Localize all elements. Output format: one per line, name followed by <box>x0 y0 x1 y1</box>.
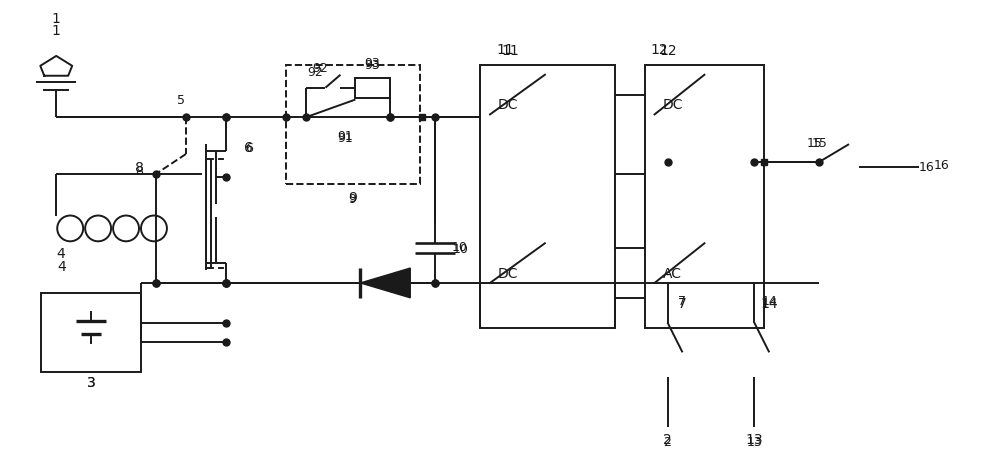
Bar <box>355 78 390 98</box>
Bar <box>286 66 420 184</box>
Text: 15: 15 <box>811 136 827 149</box>
Text: 8: 8 <box>135 161 143 175</box>
Text: 3: 3 <box>87 375 96 389</box>
Text: 14: 14 <box>760 296 778 310</box>
Text: 8: 8 <box>135 165 143 178</box>
Text: 9: 9 <box>348 190 357 204</box>
Bar <box>615 175 645 249</box>
Text: 10: 10 <box>453 242 469 255</box>
Text: 6: 6 <box>245 141 253 154</box>
Text: 16: 16 <box>919 161 935 174</box>
Text: AC: AC <box>663 267 682 281</box>
Bar <box>480 66 615 328</box>
Text: DC: DC <box>663 98 683 112</box>
Text: DC: DC <box>498 267 519 281</box>
Text: 13: 13 <box>745 432 763 446</box>
Text: 93: 93 <box>364 57 380 70</box>
Text: 15: 15 <box>806 136 822 149</box>
Text: 2: 2 <box>664 435 671 448</box>
Text: 10: 10 <box>452 240 468 253</box>
Text: 1: 1 <box>52 24 61 38</box>
Text: 13: 13 <box>746 435 762 448</box>
Text: 7: 7 <box>678 296 687 310</box>
Bar <box>41 293 141 373</box>
Text: 3: 3 <box>87 375 96 389</box>
Text: 1: 1 <box>52 12 61 26</box>
Text: 91: 91 <box>338 129 353 143</box>
Text: 11: 11 <box>496 43 514 57</box>
Text: 4: 4 <box>57 259 66 273</box>
Text: 12: 12 <box>660 44 677 58</box>
Text: 9: 9 <box>348 193 356 206</box>
Text: 92: 92 <box>313 62 328 75</box>
Polygon shape <box>360 268 410 298</box>
Text: 4: 4 <box>56 247 65 261</box>
Text: 14: 14 <box>761 295 777 308</box>
Text: 16: 16 <box>934 159 950 172</box>
Text: 6: 6 <box>244 141 253 155</box>
Text: 7: 7 <box>678 295 686 308</box>
Text: 91: 91 <box>338 131 353 144</box>
Text: 92: 92 <box>308 66 323 79</box>
Text: 2: 2 <box>663 432 672 446</box>
Text: DC: DC <box>498 98 519 112</box>
Bar <box>645 66 764 328</box>
Text: 12: 12 <box>651 43 668 57</box>
Text: 11: 11 <box>501 44 519 58</box>
Text: 5: 5 <box>177 94 185 107</box>
Text: 93: 93 <box>364 59 380 72</box>
